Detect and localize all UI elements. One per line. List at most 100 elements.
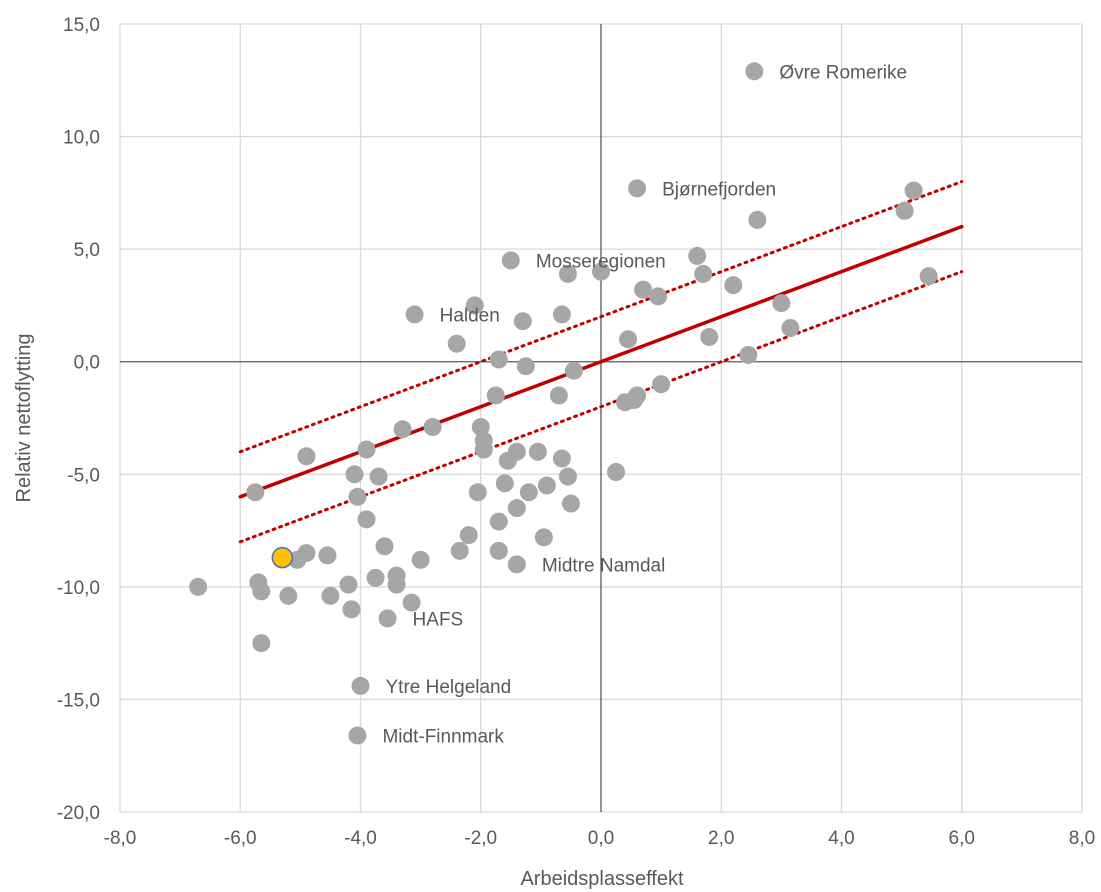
- upper-band-line: [238, 180, 964, 454]
- data-point: [558, 264, 577, 283]
- data-point: [652, 375, 671, 394]
- point-label: Halden: [440, 305, 500, 326]
- data-point: [607, 463, 626, 482]
- x-tick-label: -8,0: [104, 828, 137, 849]
- data-point: [516, 357, 535, 376]
- data-point: [357, 510, 376, 529]
- data-point: [450, 541, 469, 560]
- labeled-data-point: [351, 676, 370, 695]
- y-tick-label: -10,0: [57, 578, 100, 599]
- point-label: Bjørnefjorden: [662, 179, 776, 200]
- data-point: [348, 487, 367, 506]
- data-point: [739, 345, 758, 364]
- labeled-data-point: [405, 305, 424, 324]
- data-point: [357, 440, 376, 459]
- data-point: [489, 541, 508, 560]
- data-point: [252, 634, 271, 653]
- x-tick-label: 0,0: [588, 828, 614, 849]
- labeled-data-point: [501, 251, 520, 270]
- y-tick-label: 0,0: [74, 353, 100, 374]
- data-point: [423, 418, 442, 437]
- data-point: [528, 442, 547, 461]
- data-point: [748, 210, 767, 229]
- labeled-data-point: [507, 555, 526, 574]
- data-point: [513, 312, 532, 331]
- data-point: [387, 566, 406, 585]
- x-tick-label: 2,0: [708, 828, 734, 849]
- data-point: [895, 201, 914, 220]
- data-points: [189, 62, 938, 745]
- data-point: [537, 476, 556, 495]
- data-point: [561, 494, 580, 513]
- data-point: [369, 467, 388, 486]
- data-point: [552, 449, 571, 468]
- data-point: [489, 512, 508, 531]
- x-axis-label: Arbeidsplasseffekt: [520, 868, 684, 890]
- data-point: [486, 386, 505, 405]
- y-tick-label: -15,0: [57, 690, 100, 711]
- data-point: [519, 483, 538, 502]
- data-point: [375, 537, 394, 556]
- labeled-data-point: [378, 609, 397, 628]
- data-point: [339, 575, 358, 594]
- point-label: Midtre Namdal: [542, 555, 666, 576]
- tick-labels: -8,0 -6,0 -4,0 -2,0 0,0 2,0 4,0 6,0 8,0 15,0 10,0 5…: [57, 15, 1096, 849]
- data-point: [507, 442, 526, 461]
- point-label: Ytre Helgeland: [386, 677, 512, 698]
- x-tick-label: 6,0: [949, 828, 975, 849]
- labeled-data-point: [348, 726, 367, 745]
- data-point: [297, 544, 316, 563]
- data-point: [468, 483, 487, 502]
- data-point: [564, 361, 583, 380]
- y-axis-label: Relativ nettoflytting: [13, 334, 35, 503]
- data-point: [772, 294, 791, 313]
- x-tick-label: 8,0: [1069, 828, 1095, 849]
- data-point: [318, 546, 337, 565]
- point-label: Midt-Finnmark: [382, 726, 504, 747]
- data-point: [634, 280, 653, 299]
- data-point: [297, 447, 316, 466]
- x-tick-label: -6,0: [224, 828, 257, 849]
- point-label: Mosseregionen: [536, 251, 666, 272]
- point-labels: Øvre Romerike Bjørnefjorden Mosseregionen H…: [382, 62, 907, 747]
- data-point: [549, 386, 568, 405]
- data-point: [447, 334, 466, 353]
- y-tick-label: -20,0: [57, 803, 100, 824]
- x-tick-label: -2,0: [464, 828, 497, 849]
- point-label: Øvre Romerike: [779, 62, 907, 83]
- data-point: [507, 499, 526, 518]
- data-point: [279, 586, 298, 605]
- data-point: [342, 600, 361, 619]
- data-point: [471, 418, 490, 437]
- data-point: [345, 465, 364, 484]
- axes: [120, 24, 1082, 812]
- labeled-data-point: [628, 179, 647, 198]
- data-point: [688, 246, 707, 265]
- y-tick-label: -5,0: [67, 465, 100, 486]
- data-point: [558, 467, 577, 486]
- data-point: [904, 181, 923, 200]
- data-point: [534, 528, 553, 547]
- data-point: [619, 330, 638, 349]
- y-tick-label: 5,0: [74, 240, 100, 261]
- data-point: [252, 582, 271, 601]
- data-point: [393, 420, 412, 439]
- y-tick-label: 15,0: [63, 15, 100, 36]
- data-point: [552, 305, 571, 324]
- data-point: [489, 350, 508, 369]
- data-point: [246, 483, 265, 502]
- data-point: [919, 267, 938, 286]
- data-point: [649, 287, 668, 306]
- data-point: [700, 327, 719, 346]
- data-point: [366, 568, 385, 587]
- data-point: [781, 318, 800, 337]
- data-point: [724, 276, 743, 295]
- x-tick-label: -4,0: [344, 828, 377, 849]
- point-label: HAFS: [413, 609, 464, 630]
- data-point: [189, 577, 208, 596]
- x-tick-label: 4,0: [828, 828, 854, 849]
- data-point: [411, 550, 430, 569]
- data-point: [402, 593, 421, 612]
- highlight-point: [271, 546, 294, 569]
